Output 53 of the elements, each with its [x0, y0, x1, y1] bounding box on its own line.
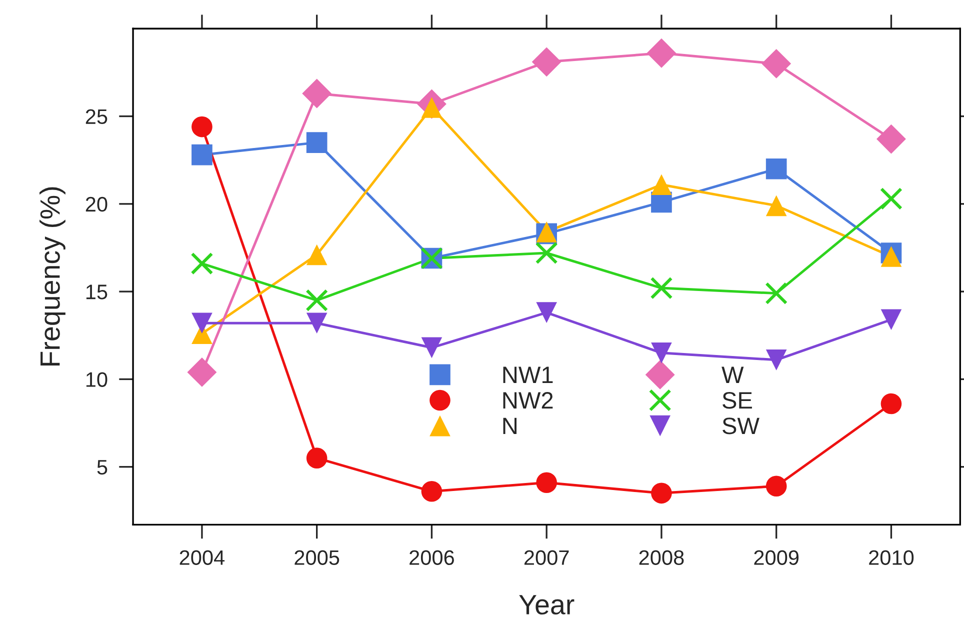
point — [646, 38, 676, 68]
point — [880, 393, 902, 414]
point — [651, 482, 672, 504]
y-tick-label: 15 — [86, 284, 108, 300]
point — [192, 144, 212, 166]
legend-label: W — [722, 366, 744, 383]
legend-label: SW — [722, 418, 760, 434]
y-tick-label: 20 — [86, 196, 108, 212]
y-axis-title: Frequency (%) — [40, 187, 66, 366]
y-tick-label: 10 — [86, 372, 108, 387]
point — [192, 116, 212, 138]
point — [306, 244, 328, 266]
point — [766, 158, 787, 180]
point — [306, 132, 328, 153]
point — [876, 124, 906, 154]
point — [765, 282, 788, 305]
point — [536, 472, 558, 494]
point — [421, 480, 442, 502]
x-tick-label: 2005 — [294, 550, 340, 566]
point — [306, 448, 328, 469]
point — [651, 342, 672, 364]
point — [880, 246, 902, 267]
y-tick-label: 5 — [97, 460, 108, 475]
x-tick-label: 2009 — [754, 550, 799, 566]
point — [651, 174, 672, 196]
legend-label: SE — [722, 392, 752, 409]
point — [880, 187, 902, 210]
point — [650, 276, 673, 300]
x-axis-title: Year — [519, 595, 574, 615]
point — [766, 476, 787, 497]
point — [535, 242, 558, 264]
x-tick-label: 2008 — [639, 550, 684, 566]
point — [192, 312, 212, 334]
point — [190, 252, 214, 275]
x-tick-label: 2006 — [410, 550, 454, 566]
y-tick-label: 25 — [86, 109, 108, 124]
point — [762, 48, 792, 78]
point — [766, 350, 787, 370]
x-tick-label: 2004 — [180, 550, 225, 566]
point — [536, 302, 558, 324]
legend-label: NW1 — [503, 366, 553, 383]
x-tick-label: 2007 — [524, 550, 569, 566]
point — [421, 337, 442, 358]
point — [302, 78, 332, 108]
point — [766, 195, 787, 216]
point — [306, 312, 328, 334]
legend-label: NW2 — [503, 392, 553, 409]
point — [532, 47, 562, 77]
point — [880, 309, 902, 330]
legend-label: N — [503, 418, 516, 434]
point — [306, 289, 328, 312]
x-tick-label: 2010 — [869, 550, 914, 566]
point — [187, 357, 217, 387]
